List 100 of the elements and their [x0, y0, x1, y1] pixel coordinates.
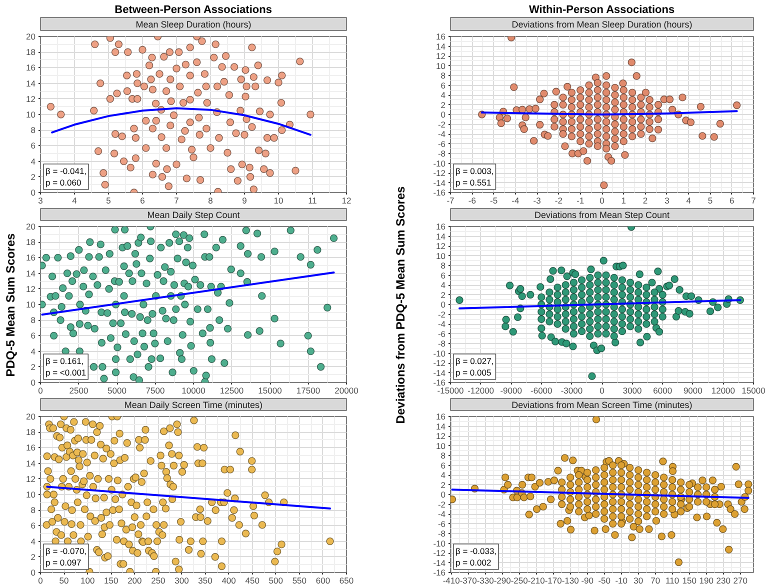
x-tick-label: 7500: [146, 386, 165, 396]
x-tick-label: 0: [38, 576, 44, 586]
y-tick-label: 6: [30, 520, 36, 531]
x-tick-label: 11: [308, 196, 318, 206]
x-tick-label: 500: [268, 576, 284, 586]
x-tick-label: 7: [751, 196, 756, 206]
y-tick-label: -8: [438, 148, 446, 158]
y-tick-label: 4: [440, 280, 446, 290]
y-tick-label: -10: [433, 158, 446, 168]
y-tick-label: -14: [433, 178, 446, 188]
x-tick-label: 4: [72, 196, 78, 206]
y-tick-label: -10: [433, 348, 446, 358]
y-tick-label: -8: [438, 338, 446, 348]
x-tick-label: 30: [634, 576, 644, 586]
y-tick-label: 16: [436, 32, 446, 42]
y-tick-label: 0: [440, 300, 446, 310]
x-tick-label: -3000: [560, 386, 583, 396]
y-tick-label: -14: [433, 558, 446, 568]
y-tick-label: 2: [440, 480, 446, 490]
x-tick-label: -210: [528, 576, 546, 586]
x-tick-label: 230: [716, 576, 731, 586]
chart-subtitle: Mean Daily Screen Time (minutes): [124, 400, 262, 410]
y-tick-label: -4: [438, 509, 446, 519]
x-tick-label: 20000: [334, 386, 359, 396]
y-tick-label: -12: [433, 548, 446, 558]
x-tick-label: 6: [729, 196, 734, 206]
x-tick-label: 10000: [182, 386, 206, 396]
y-tick-label: 2: [30, 172, 36, 182]
chart-subtitle: Mean Daily Step Count: [147, 210, 240, 220]
x-tick-label: 2500: [69, 386, 88, 396]
x-tick-label: 250: [151, 576, 166, 586]
x-tick-label: -50: [598, 576, 611, 586]
y-tick-label: 2: [30, 362, 36, 372]
y-tick-label: 12: [26, 94, 36, 104]
y-tick-label: 6: [440, 80, 446, 90]
x-tick-label: 0: [600, 386, 605, 396]
line-series: [51, 107, 312, 136]
x-tick-label: 350: [198, 576, 213, 586]
y-tick-label: -12: [433, 168, 446, 178]
x-tick-label: -7: [446, 196, 455, 206]
annotation: β = -0.041, p = 0.060: [46, 166, 87, 188]
y-tick-label: 14: [26, 78, 36, 88]
x-tick-label: -1: [576, 196, 584, 206]
y-tick-label: -4: [438, 129, 446, 139]
y-tick-label: 14: [436, 231, 446, 242]
x-tick-label: 9: [242, 196, 248, 206]
x-tick-label: -2: [554, 196, 563, 206]
y-tick-label: 12: [436, 241, 446, 251]
y-tick-label: 0: [440, 490, 446, 500]
y-tick-label: 4: [30, 536, 36, 546]
y-tick-label: 10: [26, 110, 36, 120]
x-tick-label: 9000: [683, 386, 703, 396]
x-tick-label: -6000: [530, 386, 553, 396]
x-tick-label: -9000: [500, 386, 522, 396]
x-tick-label: 2: [642, 196, 648, 206]
y-tick-label: 4: [440, 90, 446, 100]
y-tick-label: 12: [436, 51, 446, 61]
x-tick-label: 10: [274, 196, 284, 206]
x-tick-label: 190: [699, 576, 714, 586]
y-tick-label: 0: [30, 378, 36, 388]
x-tick-label: -6: [468, 196, 476, 206]
x-tick-label: 50: [59, 576, 70, 586]
x-tick-label: 5000: [108, 386, 127, 396]
chart-subtitle: Mean Sleep Duration (hours): [136, 20, 252, 30]
x-tick-label: 650: [339, 576, 354, 586]
y-tick-label: 18: [26, 427, 36, 438]
y-tick-label: 8: [440, 450, 446, 460]
y-tick-label: 18: [26, 237, 36, 248]
x-tick-label: 15000: [258, 386, 282, 396]
y-tick-label: -4: [438, 319, 446, 329]
x-tick-label: 12000: [711, 386, 736, 396]
x-tick-label: 12: [342, 196, 352, 206]
x-tick-label: 3: [38, 196, 44, 206]
y-tick-label: 10: [436, 250, 446, 261]
x-tick-label: -330: [476, 576, 494, 586]
x-tick-label: 450: [245, 576, 260, 586]
y-tick-label: 14: [436, 41, 446, 52]
y-axis-title: Deviations from PDQ-5 Mean Sum Scores: [394, 186, 408, 424]
y-tick-label: -8: [438, 528, 446, 538]
y-tick-label: 10: [26, 300, 36, 310]
y-tick-label: 10: [436, 60, 446, 71]
annotation: β = 0.161, p = <0.001: [46, 356, 86, 378]
y-tick-label: 2: [440, 290, 446, 300]
y-tick-label: 16: [436, 412, 446, 422]
y-tick-label: 20: [26, 32, 36, 42]
y-tick-label: 4: [440, 470, 446, 480]
x-tick-label: -12000: [468, 386, 494, 396]
x-tick-label: -90: [581, 576, 594, 586]
x-tick-label: -4: [512, 196, 520, 206]
x-tick-label: 0: [38, 386, 44, 396]
x-tick-label: -370: [460, 576, 478, 586]
y-tick-label: 12: [436, 431, 446, 441]
y-tick-label: -2: [438, 309, 446, 320]
y-tick-label: 6: [30, 330, 36, 341]
y-tick-label: 12: [26, 284, 36, 294]
y-tick-label: -16: [433, 378, 446, 388]
x-tick-label: 300: [174, 576, 190, 586]
x-tick-label: 5: [106, 196, 112, 206]
x-tick-label: 4: [686, 196, 692, 206]
y-tick-label: 0: [440, 110, 446, 120]
